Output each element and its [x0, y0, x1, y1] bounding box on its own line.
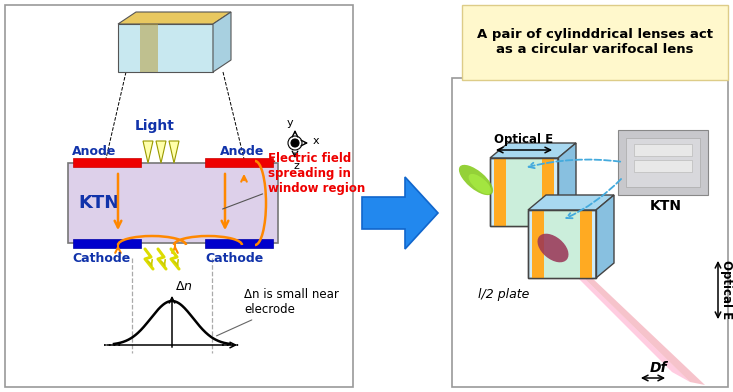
Polygon shape: [580, 210, 592, 278]
Circle shape: [291, 139, 299, 147]
Polygon shape: [596, 195, 614, 278]
Text: Anode: Anode: [220, 145, 265, 158]
Polygon shape: [568, 268, 690, 382]
Polygon shape: [156, 141, 166, 163]
Polygon shape: [140, 24, 158, 72]
Text: $\Delta n$: $\Delta n$: [175, 280, 193, 293]
Bar: [73, 239, 141, 248]
Polygon shape: [506, 158, 542, 226]
Text: KTN: KTN: [650, 199, 682, 213]
Bar: [73, 158, 141, 167]
Polygon shape: [532, 210, 544, 278]
Text: x: x: [313, 136, 320, 146]
Bar: [205, 158, 273, 167]
Text: Light: Light: [135, 119, 175, 133]
Bar: [205, 239, 273, 248]
Polygon shape: [528, 195, 614, 210]
Polygon shape: [558, 143, 576, 226]
Polygon shape: [578, 272, 705, 385]
Text: Δn is small near
elecrode: Δn is small near elecrode: [216, 288, 339, 336]
Polygon shape: [362, 177, 438, 249]
Bar: [626, 138, 700, 187]
Polygon shape: [542, 158, 554, 226]
Text: l/2 plate: l/2 plate: [478, 288, 529, 301]
Polygon shape: [490, 158, 558, 226]
Bar: [634, 160, 692, 172]
Polygon shape: [143, 141, 153, 163]
Text: z: z: [294, 161, 300, 171]
Polygon shape: [118, 24, 213, 72]
Ellipse shape: [459, 165, 493, 195]
Bar: [68, 163, 278, 243]
Text: KTN: KTN: [78, 194, 119, 212]
Text: y: y: [287, 118, 294, 128]
Ellipse shape: [468, 174, 491, 194]
Polygon shape: [544, 210, 580, 278]
Polygon shape: [169, 141, 179, 163]
Ellipse shape: [537, 234, 569, 262]
Bar: [452, 78, 728, 387]
Bar: [5, 5, 353, 387]
Text: Electric field
spreading in
window region: Electric field spreading in window regio…: [223, 152, 365, 209]
Polygon shape: [494, 158, 506, 226]
Text: A pair of cylinddrical lenses act
as a circular varifocal lens: A pair of cylinddrical lenses act as a c…: [477, 28, 713, 56]
Text: Cathode: Cathode: [72, 252, 130, 265]
Polygon shape: [528, 210, 596, 278]
Text: Optical E: Optical E: [720, 260, 732, 319]
Polygon shape: [118, 12, 231, 24]
Bar: [634, 144, 692, 156]
Text: Cathode: Cathode: [205, 252, 263, 265]
Text: Anode: Anode: [72, 145, 117, 158]
Text: Df: Df: [650, 361, 668, 375]
Bar: [618, 130, 708, 195]
Polygon shape: [213, 12, 231, 72]
Bar: [462, 5, 728, 80]
Text: Optical E: Optical E: [495, 133, 553, 146]
Polygon shape: [490, 143, 576, 158]
